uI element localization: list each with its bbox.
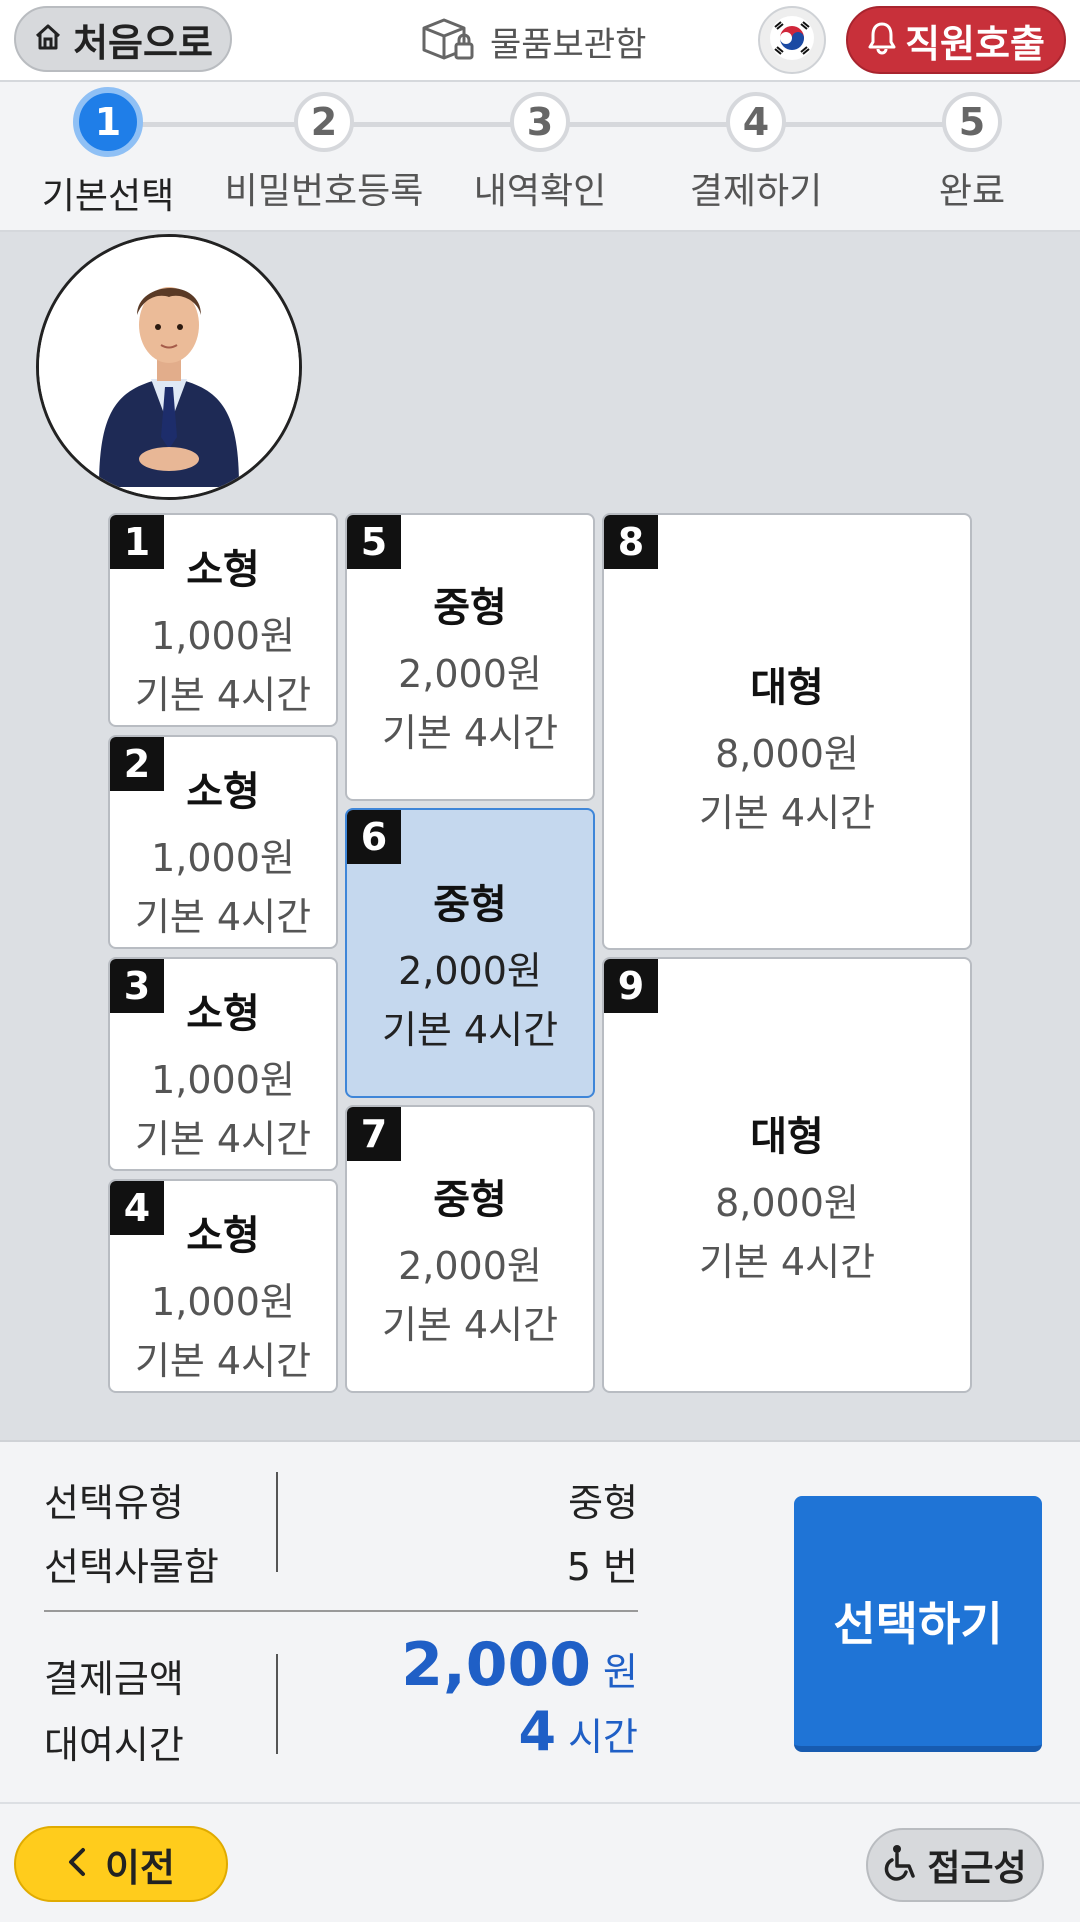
locker-duration: 기본 4시간: [698, 1240, 876, 1284]
locker-5[interactable]: 5 중형 2,000원 기본 4시간: [345, 513, 595, 801]
locker-price: 8,000원: [715, 1181, 859, 1225]
selected-type-value: 중형: [568, 1481, 638, 1525]
step-label: 기본선택: [41, 176, 175, 217]
call-staff-label: 직원호출: [905, 21, 1045, 66]
locker-price: 8,000원: [715, 732, 859, 776]
locker-duration: 기본 4시간: [381, 1008, 559, 1052]
wheelchair-icon: [883, 1844, 919, 1886]
guide-avatar: [36, 234, 302, 500]
step-number: 2: [294, 92, 354, 152]
locker-2[interactable]: 2 소형 1,000원 기본 4시간: [108, 735, 338, 949]
language-button[interactable]: [758, 6, 826, 74]
locker-number: 3: [110, 959, 164, 1013]
home-button-label: 처음으로: [73, 20, 213, 65]
locker-number: 4: [110, 1181, 164, 1235]
step-4: 4 결제하기: [656, 92, 856, 214]
locker-type: 중형: [433, 882, 507, 928]
locker-8[interactable]: 8 대형 8,000원 기본 4시간: [602, 513, 972, 950]
step-label: 내역확인: [473, 171, 607, 212]
step-label: 결제하기: [689, 171, 823, 212]
accessibility-label: 접근성: [927, 1848, 1027, 1889]
locker-type: 대형: [750, 665, 824, 711]
select-button-label: 선택하기: [833, 1597, 1003, 1651]
locker-number: 8: [604, 515, 658, 569]
locker-type: 중형: [433, 1177, 507, 1223]
progress-steps: 1 기본선택 2 비밀번호등록 3 내역확인 4 결제하기 5 완료: [0, 82, 1080, 232]
locker-box-icon: [420, 16, 476, 66]
locker-duration: 기본 4시간: [134, 673, 312, 717]
locker-type: 소형: [186, 547, 260, 593]
bottom-bar: 이전 접근성: [0, 1802, 1080, 1922]
divider: [44, 1610, 638, 1612]
locker-9[interactable]: 9 대형 8,000원 기본 4시간: [602, 957, 972, 1393]
rental-time-value: 4: [518, 1700, 557, 1763]
locker-type: 소형: [186, 769, 260, 815]
accessibility-button[interactable]: 접근성: [866, 1828, 1044, 1902]
locker-number: 6: [347, 810, 401, 864]
payment-amount-value: 2,000: [401, 1630, 592, 1700]
locker-price: 1,000원: [151, 614, 295, 658]
selected-type-label: 선택유형: [44, 1481, 184, 1525]
divider: [276, 1472, 278, 1572]
locker-price: 1,000원: [151, 1280, 295, 1324]
step-1: 1 기본선택: [8, 87, 208, 219]
divider: [276, 1654, 278, 1754]
previous-button-label: 이전: [105, 1845, 175, 1890]
locker-type: 대형: [750, 1114, 824, 1160]
chevron-left-icon: [67, 1846, 87, 1882]
locker-3[interactable]: 3 소형 1,000원 기본 4시간: [108, 957, 338, 1171]
locker-1[interactable]: 1 소형 1,000원 기본 4시간: [108, 513, 338, 727]
selected-locker-value: 5 번: [566, 1545, 638, 1589]
locker-number: 7: [347, 1107, 401, 1161]
locker-duration: 기본 4시간: [134, 1339, 312, 1383]
locker-number: 1: [110, 515, 164, 569]
locker-price: 1,000원: [151, 1058, 295, 1102]
locker-number: 5: [347, 515, 401, 569]
selection-summary: 선택유형 중형 선택사물함 5 번 결제금액 2,000 원 대여시간 4 시간…: [0, 1440, 1080, 1804]
locker-duration: 기본 4시간: [698, 791, 876, 835]
locker-duration: 기본 4시간: [134, 895, 312, 939]
locker-type: 중형: [433, 585, 507, 631]
locker-number: 2: [110, 737, 164, 791]
locker-duration: 기본 4시간: [381, 711, 559, 755]
step-number: 1: [73, 87, 143, 157]
home-icon: [33, 22, 63, 56]
bell-icon: [867, 21, 897, 59]
payment-amount-label: 결제금액: [44, 1657, 184, 1701]
locker-price: 1,000원: [151, 836, 295, 880]
selected-locker-label: 선택사물함: [44, 1545, 219, 1589]
locker-6[interactable]: 6 중형 2,000원 기본 4시간: [345, 808, 595, 1098]
step-label: 비밀번호등록: [224, 171, 424, 212]
korea-flag-icon: [769, 15, 815, 65]
previous-button[interactable]: 이전: [14, 1826, 228, 1902]
step-2: 2 비밀번호등록: [224, 92, 424, 214]
rental-time-label: 대여시간: [44, 1723, 184, 1767]
locker-price: 2,000원: [398, 652, 542, 696]
payment-amount: 2,000 원: [401, 1630, 638, 1700]
step-3: 3 내역확인: [440, 92, 640, 214]
locker-price: 2,000원: [398, 949, 542, 993]
step-label: 완료: [938, 171, 1006, 212]
rental-time: 4 시간: [519, 1700, 639, 1763]
step-5: 5 완료: [872, 92, 1072, 214]
step-number: 5: [942, 92, 1002, 152]
call-staff-button[interactable]: 직원호출: [846, 6, 1066, 74]
payment-amount-unit: 원: [603, 1650, 638, 1694]
locker-4[interactable]: 4 소형 1,000원 기본 4시간: [108, 1179, 338, 1393]
locker-type: 소형: [186, 1213, 260, 1259]
rental-time-unit: 시간: [568, 1715, 638, 1759]
home-button[interactable]: 처음으로: [14, 6, 232, 72]
step-number: 4: [726, 92, 786, 152]
top-bar: 처음으로 물품보관함 직원호출: [0, 0, 1080, 82]
app-title: 물품보관함: [420, 14, 646, 68]
locker-price: 2,000원: [398, 1244, 542, 1288]
locker-7[interactable]: 7 중형 2,000원 기본 4시간: [345, 1105, 595, 1393]
locker-duration: 기본 4시간: [381, 1303, 559, 1347]
app-title-text: 물품보관함: [490, 24, 647, 65]
locker-duration: 기본 4시간: [134, 1117, 312, 1161]
locker-type: 소형: [186, 991, 260, 1037]
locker-number: 9: [604, 959, 658, 1013]
step-number: 3: [510, 92, 570, 152]
select-button[interactable]: 선택하기: [794, 1496, 1042, 1752]
